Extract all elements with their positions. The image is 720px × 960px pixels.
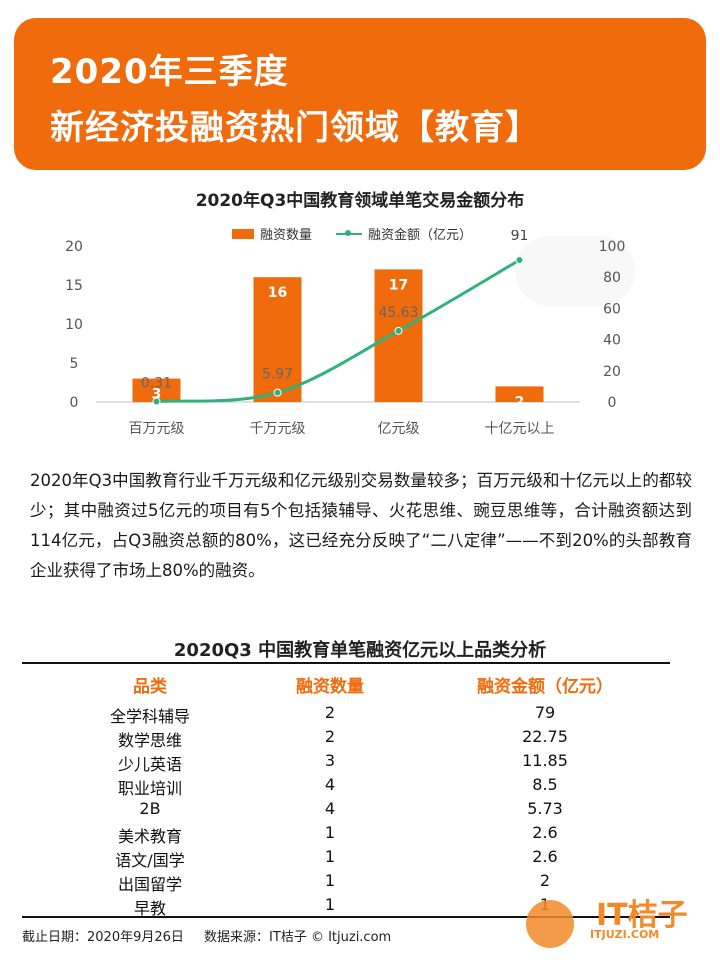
table-cell-category: 美术教育 bbox=[117, 827, 182, 846]
footer: 截止日期：2020年9月26日 数据来源：IT桔子 © Itjuzi.com bbox=[22, 926, 407, 945]
y-right-tick-label: 100 bbox=[599, 239, 626, 255]
y-right-tick-label: 20 bbox=[603, 364, 621, 380]
watermark-logo bbox=[515, 236, 635, 306]
y-right-tick-label: 80 bbox=[603, 270, 621, 286]
legend-bar-swatch bbox=[232, 228, 254, 239]
table-cell-category: 数学思维 bbox=[117, 731, 182, 750]
table-cell-amount: 22.75 bbox=[522, 727, 568, 746]
chart-plot: 0 5 10 15 20 0 20 40 60 80 100 3 16 17 2 0.31 5.97 45.63 9… bbox=[65, 230, 626, 437]
table-cell-count: 4 bbox=[324, 799, 336, 818]
line-label-2: 45.63 bbox=[378, 305, 418, 321]
table-cell-amount: 2 bbox=[539, 871, 551, 890]
x-category-label: 千万元级 bbox=[250, 421, 306, 437]
line-label-1: 5.97 bbox=[262, 367, 293, 383]
x-category-label: 十亿元以上 bbox=[485, 421, 555, 437]
table-cell-count: 3 bbox=[324, 751, 336, 770]
table-cell-category: 早教 bbox=[133, 899, 166, 918]
table-cell-count: 2 bbox=[324, 727, 336, 746]
table-header-count: 融资数量 bbox=[296, 677, 364, 697]
line-label-0: 0.31 bbox=[141, 376, 172, 392]
y-left-tick-label: 10 bbox=[65, 317, 83, 333]
table-header-category: 品类 bbox=[133, 677, 167, 697]
line-label-3: 91 bbox=[511, 230, 529, 244]
y-right-tick-label: 60 bbox=[603, 301, 621, 317]
y-left-tick-label: 15 bbox=[65, 278, 83, 294]
footer-source: 数据来源：IT桔子 © Itjuzi.com bbox=[204, 930, 392, 945]
table-header-amount: 融资金额（亿元） bbox=[477, 677, 613, 697]
footer-date: 截止日期：2020年9月26日 bbox=[22, 930, 184, 945]
table-cell-category: 语文/国学 bbox=[115, 851, 185, 870]
table-cell-count: 1 bbox=[324, 895, 336, 914]
table-cell-amount: 5.73 bbox=[527, 799, 563, 818]
banner-title-line1: 2020年三季度 bbox=[50, 52, 289, 92]
y-right-tick-label: 0 bbox=[608, 395, 617, 411]
brand-logo: IT桔子 ITJUZI.COM bbox=[526, 890, 716, 950]
bar-label-2: 17 bbox=[389, 277, 408, 293]
bar-0 bbox=[132, 378, 181, 402]
table-cell-count: 2 bbox=[324, 703, 336, 722]
bar-label-3: 2 bbox=[515, 394, 525, 410]
table-cell-category: 全学科辅导 bbox=[109, 707, 190, 726]
legend-label-amount: 融资金额（亿元） bbox=[368, 228, 473, 243]
logo-url: ITJUZI.COM bbox=[590, 928, 660, 941]
legend-label-count: 融资数量 bbox=[260, 228, 313, 243]
y-left-tick-label: 0 bbox=[70, 395, 79, 411]
header-banner bbox=[14, 18, 706, 170]
logo-text: IT桔子 bbox=[596, 898, 688, 933]
y-right-tick-label: 40 bbox=[603, 333, 621, 349]
table-title: 2020Q3 中国教育单笔融资亿元以上品类分析 bbox=[173, 640, 547, 661]
amount-line bbox=[156, 258, 521, 404]
analysis-paragraph: 2020年Q3中国教育行业千万元级和亿元级别交易数量较多；百万元级和十亿元以上的… bbox=[30, 471, 692, 580]
bar-label-1: 16 bbox=[268, 285, 287, 301]
table-cell-amount: 79 bbox=[534, 703, 556, 722]
table-cell-category: 2B bbox=[139, 799, 161, 818]
legend-line-swatch bbox=[336, 229, 362, 236]
chart-title: 2020年Q3中国教育领域单笔交易金额分布 bbox=[195, 191, 525, 211]
table-cell-amount: 11.85 bbox=[522, 751, 568, 770]
legend-item-amount: 融资金额（亿元） bbox=[336, 224, 472, 243]
y-left-tick-label: 5 bbox=[70, 356, 79, 372]
table-cell-count: 1 bbox=[324, 823, 336, 842]
bar-label-0: 3 bbox=[152, 387, 162, 403]
table-cell-category: 职业培训 bbox=[117, 779, 182, 798]
orange-logo-icon bbox=[526, 900, 574, 948]
x-category-label: 亿元级 bbox=[378, 421, 420, 437]
table-cell-amount: 8.5 bbox=[532, 775, 558, 794]
bar-2 bbox=[374, 269, 423, 402]
table-cell-count: 1 bbox=[324, 847, 336, 866]
banner-title-line2: 新经济投融资热门领域【教育】 bbox=[50, 108, 540, 148]
bar-3 bbox=[495, 386, 544, 402]
table-cell-category: 出国留学 bbox=[117, 875, 182, 894]
legend-item-count: 融资数量 bbox=[232, 224, 312, 243]
table-top-rule bbox=[22, 662, 670, 664]
y-left-tick-label: 20 bbox=[65, 239, 83, 255]
line-point-0 bbox=[152, 397, 161, 406]
table-cell-count: 1 bbox=[324, 871, 336, 890]
bar-1 bbox=[253, 277, 302, 402]
table-cell-amount: 2.6 bbox=[532, 823, 558, 842]
table-cell-count: 4 bbox=[324, 775, 336, 794]
line-point-3 bbox=[515, 256, 524, 265]
line-point-2 bbox=[394, 326, 403, 335]
line-point-1 bbox=[273, 388, 282, 397]
chart-legend: 融资数量 融资金额（亿元） bbox=[0, 224, 720, 244]
table-cell-category: 少儿英语 bbox=[117, 755, 182, 774]
table-cell-amount: 2.6 bbox=[532, 847, 558, 866]
table-bottom-rule bbox=[22, 916, 670, 918]
x-category-label: 百万元级 bbox=[129, 421, 185, 437]
